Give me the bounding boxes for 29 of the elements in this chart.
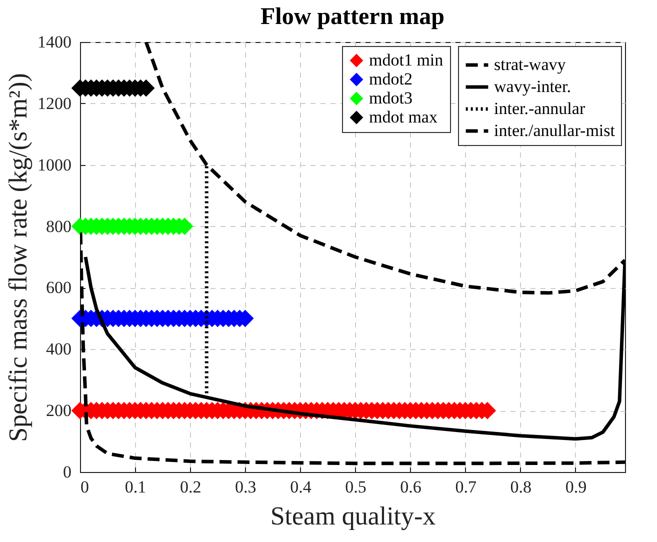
y-tick-label: 400	[46, 340, 72, 359]
legend-label: mdot2	[369, 70, 412, 88]
x-tick-label: 0.7	[455, 478, 477, 496]
legend-label: strat-wavy	[494, 55, 566, 74]
legend-label: mdot1 min	[369, 50, 444, 70]
chart-title: Flow pattern map	[260, 4, 444, 30]
y-tick-label: 0	[63, 462, 72, 482]
legend-label: mdot3	[369, 88, 412, 108]
x-tick-label: 0.6	[400, 478, 422, 496]
x-tick-label: 0.8	[510, 478, 532, 496]
y-tick-label: 1400	[38, 32, 72, 52]
x-axis-title: Steam quality-x	[270, 502, 436, 530]
y-tick-label: 1000	[38, 155, 72, 174]
legend-label: mdot max	[369, 108, 438, 126]
y-tick-label: 800	[46, 216, 72, 236]
x-tick-label: 0.3	[235, 478, 256, 496]
x-tick-label: 0.2	[180, 478, 202, 496]
legend-label: wavy-inter.	[494, 77, 571, 96]
x-tick-label: 0	[80, 478, 89, 496]
x-tick-label: 0.4	[290, 478, 312, 496]
legend-label: inter./anullar-mist	[494, 121, 616, 140]
y-axis-title: Specific mass flow rate (kg/(s*m²))	[4, 73, 32, 442]
y-tick-label: 600	[46, 278, 72, 298]
x-tick-label: 0.9	[565, 478, 587, 496]
x-tick-label: 0.5	[345, 478, 366, 496]
y-tick-label: 1200	[38, 94, 72, 113]
x-tick-label: 0.1	[124, 478, 146, 496]
y-tick-label: 200	[46, 401, 72, 420]
legend-label: inter.-annular	[494, 99, 586, 118]
